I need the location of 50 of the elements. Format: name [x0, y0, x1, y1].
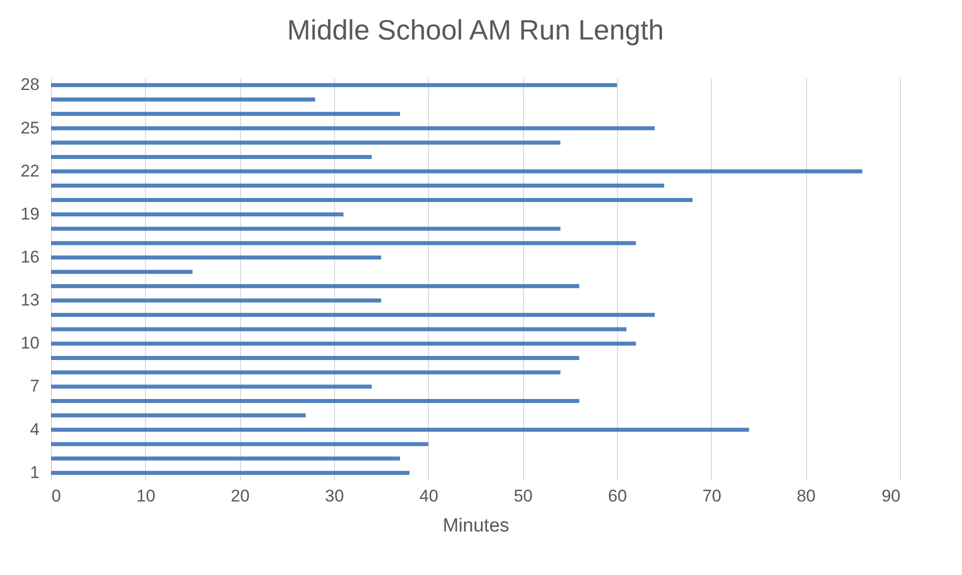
bar [51, 226, 560, 231]
bar [51, 169, 862, 174]
x-tick-label: 60 [608, 486, 627, 506]
x-tick-label: 70 [702, 486, 722, 506]
bar [51, 212, 344, 216]
bar [51, 126, 655, 130]
bar [51, 370, 560, 374]
x-tick-label: 90 [882, 486, 900, 506]
x-tick-label: 10 [136, 486, 156, 506]
x-tick-label: 80 [796, 486, 816, 506]
bar [51, 428, 750, 432]
y-tick-label: 10 [20, 334, 40, 353]
y-tick-label: 22 [20, 161, 40, 180]
bar [51, 284, 580, 288]
bar [51, 198, 692, 202]
y-tick-label: 7 [30, 376, 40, 396]
bar [51, 270, 192, 274]
y-tick-label: 4 [30, 420, 40, 439]
y-tick-label: 13 [20, 290, 40, 310]
y-tick-label: 19 [20, 204, 40, 224]
bar [51, 83, 617, 88]
x-tick-label: 50 [514, 486, 533, 506]
bar [51, 241, 636, 246]
bar [51, 470, 410, 475]
bar [51, 384, 372, 389]
bar [51, 442, 428, 446]
x-tick-label: 40 [419, 486, 438, 506]
bar [51, 342, 636, 346]
bar [51, 154, 372, 159]
bar [51, 456, 400, 460]
bar [51, 140, 560, 145]
x-tick-label: 20 [230, 486, 250, 506]
bar [51, 399, 580, 404]
x-axis-title: Minutes [442, 516, 510, 536]
bar [51, 112, 400, 116]
chart-title: Middle School AM Run Length [287, 14, 664, 46]
y-tick-label: 16 [20, 247, 40, 266]
bar [51, 98, 316, 102]
y-tick-label: 28 [20, 75, 40, 94]
bar [51, 298, 382, 303]
bar [51, 413, 306, 418]
bar [51, 255, 382, 260]
y-tick-label: 25 [20, 118, 40, 138]
bar [51, 312, 655, 317]
bar [51, 184, 664, 188]
bar [51, 356, 580, 360]
x-tick-label: 30 [325, 486, 344, 506]
bar [51, 327, 626, 332]
x-tick-label: 0 [52, 486, 61, 506]
y-tick-label: 1 [30, 462, 40, 482]
